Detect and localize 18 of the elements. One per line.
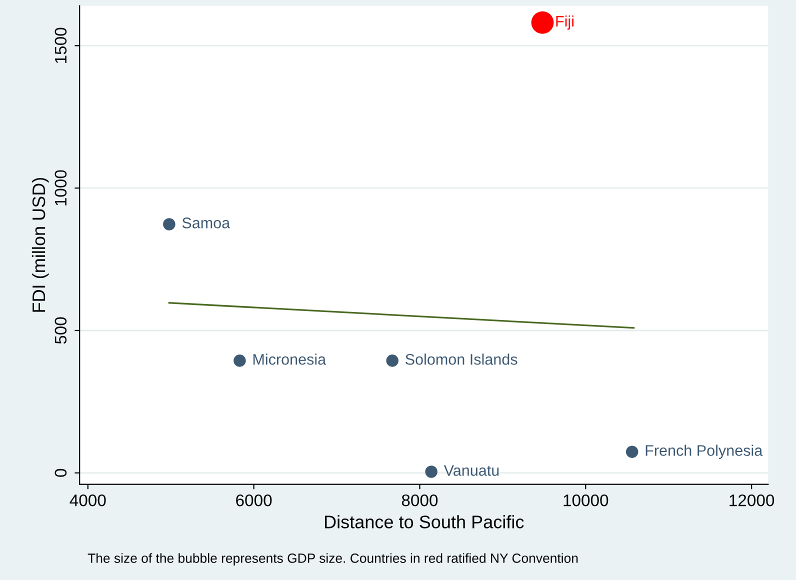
x-tick-label: 6000 [236,494,272,506]
annotation: Solomon Islands [406,354,518,365]
annotation: Samoa [182,218,230,228]
annotation: French Polynesia [646,444,763,459]
y-tick-label: 0 [54,468,67,477]
x-tick-label: 8000 [402,494,438,506]
text: The size of the bubble represents GDP size. Countries in red ratified NY Convention [88,553,578,566]
annotation: Vanuatu [444,465,499,476]
y-tick-label: 1000 [54,170,67,206]
x-tick-label: 12000 [730,494,774,506]
annotation: Micronesia [253,354,326,365]
x-tick-label: 10000 [564,494,608,506]
y-tick-label: 1500 [54,28,67,63]
annotation: Fiji [556,15,574,30]
x-tick-label: 4000 [70,494,106,506]
x-axis-title: Distance to South Pacific [324,515,524,528]
y-axis-title: FDI (millon USD) [32,178,49,312]
y-tick-label: 500 [54,317,67,344]
